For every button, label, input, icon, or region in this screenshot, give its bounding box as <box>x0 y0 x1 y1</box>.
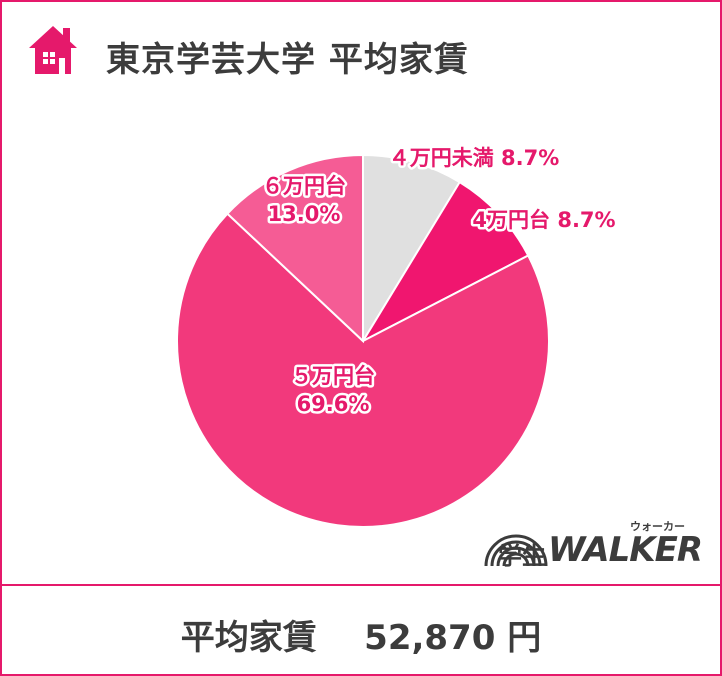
pie-slice-3 <box>225 153 364 344</box>
logo-main-text: 学生 <box>498 542 546 570</box>
footer: 平均家賃 52,870 円 <box>2 584 720 676</box>
logo-brand-text: WALKER <box>548 530 703 570</box>
slice-label-3: ６万円台 13.0% <box>260 172 349 229</box>
slice-label-text-1: 4万円台 8.7% <box>472 208 615 232</box>
slice-value-3: 13.0% <box>268 202 341 226</box>
logo-arcs <box>484 534 548 567</box>
slice-label-1: 4万円台 8.7% <box>470 206 618 235</box>
slice-category-3: ６万円台 <box>262 174 346 198</box>
house-icon <box>29 26 77 74</box>
pie-slice-0 <box>362 153 462 345</box>
gakusei-walker-logo: 学生 WALKER ウォーカー <box>480 512 703 572</box>
average-rent-value: 52,870 円 <box>364 618 542 658</box>
pie-slice-1 <box>360 180 530 344</box>
average-rent: 平均家賃 52,870 円 <box>2 610 720 659</box>
slice-category-2: ５万円台 <box>291 364 375 388</box>
slice-label-0: ４万円未満 8.7% <box>386 144 562 173</box>
header: 東京学芸大学 平均家賃 <box>2 2 720 108</box>
slice-label-2: ５万円台 69.6% <box>289 362 378 419</box>
page-title: 東京学芸大学 平均家賃 <box>106 40 469 80</box>
logo-ruby-text: ウォーカー <box>630 520 685 533</box>
average-rent-label: 平均家賃 <box>180 618 317 658</box>
slice-label-text-0: ４万円未満 8.7% <box>389 146 560 170</box>
pie-chart: ４万円未満 8.7% 4万円台 8.7% ５万円台 69.6% ６万円台 13.0% <box>176 144 618 528</box>
slice-value-2: 69.6% <box>297 392 370 416</box>
pie-slice-2 <box>176 212 550 528</box>
